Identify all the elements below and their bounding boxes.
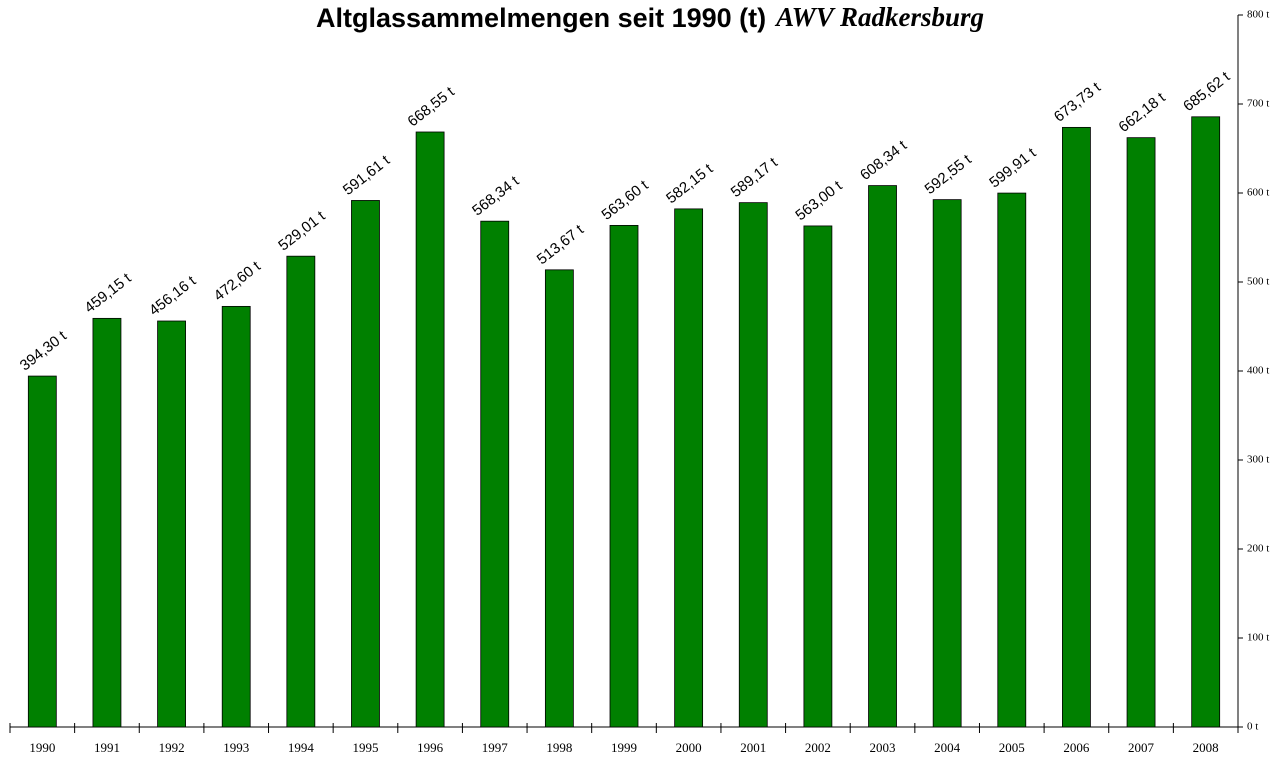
x-tick-label: 2006	[1063, 740, 1090, 755]
bar	[221, 305, 251, 728]
x-tick-label: 1997	[482, 740, 509, 755]
value-label: 685,62 t	[1180, 68, 1234, 115]
x-tick-label: 1993	[223, 740, 249, 755]
chart-title-emphasis: AWV Radkersburg	[774, 2, 984, 32]
x-tick-label: 1996	[417, 740, 444, 755]
y-tick-label: 200 t	[1247, 543, 1269, 555]
bar	[157, 320, 186, 728]
x-tick-label: 2001	[740, 740, 766, 755]
x-tick-label: 2002	[805, 740, 831, 755]
y-tick-label: 0 t	[1247, 721, 1258, 733]
value-label: 668,55 t	[405, 83, 459, 130]
x-tick-label: 1992	[159, 740, 185, 755]
bar	[1191, 116, 1221, 728]
y-tick-label: 800 t	[1247, 9, 1269, 21]
bar	[803, 225, 833, 728]
chart-title-group: Altglassammelmengen seit 1990 (t) AWV Rad…	[316, 2, 984, 33]
y-tick-label: 500 t	[1247, 276, 1269, 288]
x-tick-label: 1999	[611, 740, 637, 755]
y-tick-label: 400 t	[1247, 365, 1269, 377]
value-label: 582,15 t	[663, 160, 717, 207]
x-tick-label: 1990	[29, 740, 55, 755]
bar	[1062, 126, 1091, 728]
chart-title: Altglassammelmengen seit 1990 (t)	[316, 3, 766, 33]
bar	[415, 131, 445, 728]
bar	[1126, 137, 1156, 728]
value-label: 456,16 t	[146, 272, 200, 319]
value-label: 662,18 t	[1115, 89, 1169, 136]
value-label: 608,34 t	[857, 137, 911, 184]
value-label: 513,67 t	[534, 221, 588, 268]
bar	[351, 200, 380, 728]
bar	[932, 199, 962, 728]
bar	[544, 269, 574, 728]
bar	[480, 220, 510, 728]
value-label: 673,73 t	[1051, 78, 1105, 125]
bar	[674, 208, 704, 728]
bar	[997, 192, 1027, 728]
value-label: 563,00 t	[792, 177, 846, 224]
bar	[286, 255, 316, 728]
y-tick-label: 300 t	[1247, 454, 1269, 466]
value-label: 472,60 t	[211, 257, 265, 304]
value-label: 459,15 t	[81, 269, 135, 316]
bar	[92, 317, 122, 728]
bar	[738, 202, 768, 728]
value-label: 591,61 t	[340, 151, 394, 198]
value-label: 394,30 t	[17, 327, 71, 374]
y-tick-label: 100 t	[1247, 632, 1269, 644]
x-tick-label: 2003	[870, 740, 896, 755]
x-tick-label: 1994	[288, 740, 315, 755]
y-tick-label: 600 t	[1247, 187, 1269, 199]
value-label: 592,55 t	[922, 151, 976, 198]
x-tick-label: 2005	[999, 740, 1025, 755]
x-tick-label: 2007	[1128, 740, 1155, 755]
x-tick-label: 1995	[352, 740, 378, 755]
value-label: 589,17 t	[728, 154, 782, 201]
x-tick-label: 2000	[676, 740, 702, 755]
bar	[868, 185, 897, 728]
value-label: 599,91 t	[986, 144, 1040, 191]
x-tick-label: 1991	[94, 740, 120, 755]
y-tick-label: 700 t	[1247, 98, 1269, 110]
value-label: 568,34 t	[469, 172, 523, 219]
x-tick-label: 2004	[934, 740, 961, 755]
value-label: 563,60 t	[598, 176, 652, 223]
value-label: 529,01 t	[275, 207, 329, 254]
bar	[27, 375, 57, 728]
x-tick-label: 2008	[1193, 740, 1219, 755]
bar	[609, 224, 639, 728]
x-tick-label: 1998	[546, 740, 572, 755]
